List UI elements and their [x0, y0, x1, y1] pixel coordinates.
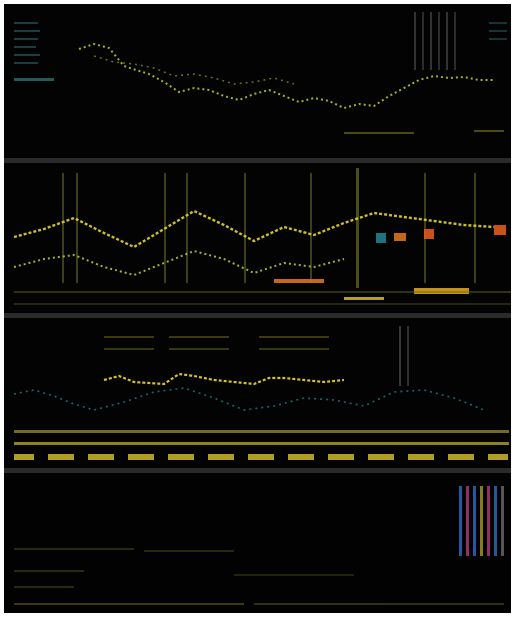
spectrogram-panel-2: [4, 163, 511, 313]
spectrogram-frame: [4, 4, 511, 613]
panel-1-harmonic-2: [93, 55, 295, 85]
panel-2-orange-blobs: [274, 225, 506, 300]
panel-4-color-burst: [459, 486, 504, 556]
panel-3-lower-bands: [14, 430, 509, 460]
spectrogram-panel-1-canvas: [4, 4, 511, 154]
panel-divider-2: [4, 313, 511, 318]
panel-3-upper-bands: [104, 326, 409, 386]
spectrogram-panel-3-canvas: [4, 318, 511, 468]
panel-1-harmonic-1: [78, 42, 494, 110]
panel-1-left-noise: [14, 22, 54, 81]
spectrogram-panel-3: [4, 318, 511, 468]
spectrogram-panel-2-canvas: [4, 163, 511, 313]
panel-3-melody-1: [103, 372, 345, 386]
spectrogram-panel-1: [4, 4, 511, 154]
spectrogram-panel-4-canvas: [4, 478, 511, 613]
panel-divider-3: [4, 468, 511, 473]
spectrogram-panel-4: [4, 473, 511, 613]
panel-1-right-texture: [414, 12, 507, 70]
panel-2-melody-2: [13, 249, 345, 277]
panel-4-sparse-bands: [14, 548, 504, 605]
panel-2-melody-1: [13, 209, 495, 249]
panel-divider-1: [4, 158, 511, 163]
